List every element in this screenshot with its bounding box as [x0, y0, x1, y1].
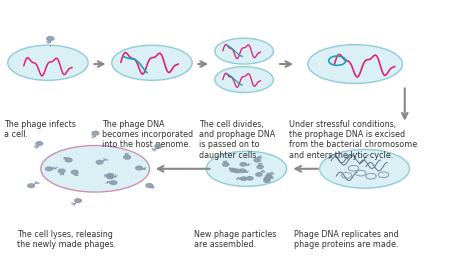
Circle shape: [74, 199, 82, 203]
Text: Under stressful conditions,
the prophage DNA is excised
from the bacterial chrom: Under stressful conditions, the prophage…: [289, 120, 417, 160]
Circle shape: [264, 177, 270, 180]
Circle shape: [107, 175, 113, 179]
Circle shape: [27, 184, 35, 187]
Circle shape: [230, 168, 237, 172]
Circle shape: [65, 158, 72, 162]
Ellipse shape: [112, 45, 192, 80]
Text: The phage infects
a cell.: The phage infects a cell.: [4, 120, 76, 139]
Circle shape: [265, 175, 272, 179]
Ellipse shape: [308, 45, 402, 83]
Circle shape: [264, 179, 270, 182]
Circle shape: [46, 37, 54, 41]
Circle shape: [136, 166, 143, 170]
Circle shape: [240, 162, 246, 166]
Ellipse shape: [215, 38, 273, 64]
Circle shape: [239, 169, 246, 172]
Text: New phage particles
are assembled.: New phage particles are assembled.: [193, 230, 276, 249]
Circle shape: [240, 177, 246, 180]
Circle shape: [46, 167, 52, 171]
Circle shape: [266, 175, 272, 178]
Text: The cell divides,
and prophage DNA
is passed on to
daughter cells.: The cell divides, and prophage DNA is pa…: [199, 120, 275, 160]
Text: Phage DNA replicates and
phage proteins are made.: Phage DNA replicates and phage proteins …: [294, 230, 398, 249]
Circle shape: [247, 177, 253, 180]
Circle shape: [257, 165, 263, 169]
Ellipse shape: [41, 146, 150, 192]
Circle shape: [124, 155, 130, 159]
Ellipse shape: [319, 150, 410, 188]
Circle shape: [146, 184, 153, 187]
Text: The cell lyses, releasing
the newly made phages.: The cell lyses, releasing the newly made…: [17, 230, 116, 249]
Circle shape: [96, 160, 103, 164]
Circle shape: [223, 163, 229, 166]
Ellipse shape: [8, 45, 88, 80]
Circle shape: [36, 142, 43, 145]
Circle shape: [107, 173, 114, 177]
Ellipse shape: [206, 151, 287, 186]
Circle shape: [256, 173, 262, 176]
Circle shape: [155, 144, 162, 148]
Circle shape: [72, 170, 78, 174]
Circle shape: [58, 169, 65, 173]
Circle shape: [254, 159, 260, 162]
Circle shape: [235, 169, 241, 173]
Circle shape: [92, 131, 99, 135]
Circle shape: [110, 181, 117, 185]
Text: The phage DNA
becomes incorporated
into the host genome.: The phage DNA becomes incorporated into …: [102, 120, 193, 150]
Ellipse shape: [215, 67, 273, 93]
